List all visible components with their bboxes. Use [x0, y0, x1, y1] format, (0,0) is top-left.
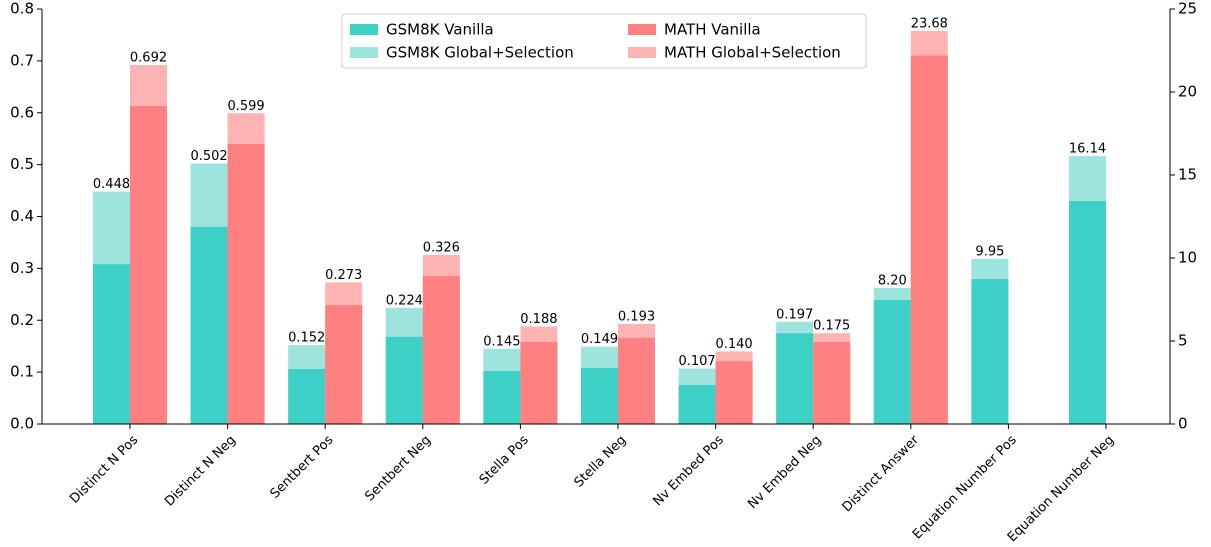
value-label: 0.224	[386, 293, 423, 308]
bar	[910, 55, 948, 424]
bar	[130, 106, 167, 424]
value-label: 0.692	[130, 51, 167, 66]
value-label: 9.95	[975, 244, 1004, 259]
value-label: 0.448	[93, 177, 130, 192]
bar	[971, 279, 1009, 424]
value-label: 0.502	[190, 149, 227, 164]
value-label: 0.152	[288, 331, 325, 346]
legend-swatch	[350, 47, 378, 58]
bar	[483, 371, 521, 424]
legend-label: MATH Vanilla	[664, 21, 761, 39]
bar	[813, 342, 851, 424]
value-label: 16.14	[1069, 142, 1106, 157]
y-tick-label: 0.0	[10, 415, 34, 433]
bar	[325, 305, 363, 424]
y-tick-label: 0.5	[10, 155, 34, 173]
bar	[678, 385, 716, 424]
y-tick-label: 0.6	[10, 103, 34, 121]
y2-tick-label: 0	[1178, 415, 1188, 433]
value-label: 0.107	[678, 354, 715, 369]
legend-swatch	[350, 24, 378, 35]
bar	[1069, 201, 1106, 424]
bar	[385, 336, 423, 424]
bar	[227, 143, 265, 424]
value-label: 23.68	[911, 16, 948, 31]
value-label: 0.140	[715, 337, 752, 352]
value-label: 0.149	[581, 332, 618, 347]
value-label: 0.188	[520, 312, 557, 327]
x-tick-label: Sentbert Pos	[268, 433, 337, 502]
x-tick-label: Distinct Answer	[840, 432, 923, 515]
legend-swatch	[628, 24, 656, 35]
bar	[873, 299, 911, 424]
x-tick-label: Equation Number Pos	[910, 433, 1020, 543]
legend-box	[341, 13, 867, 69]
y-tick-label: 0.1	[10, 363, 34, 381]
y-tick-label: 0.4	[10, 207, 34, 225]
y-tick-label: 0.7	[10, 51, 34, 69]
bar	[715, 361, 753, 424]
value-label: 8.20	[878, 273, 907, 288]
x-tick-label: Stella Neg	[572, 433, 630, 491]
bar	[581, 367, 618, 424]
bar	[288, 369, 326, 424]
legend-label: MATH Global+Selection	[664, 44, 841, 62]
y2-tick-label: 15	[1178, 166, 1197, 184]
x-tick-label: Nv Embed Pos	[650, 433, 727, 510]
legend-label: GSM8K Global+Selection	[386, 44, 574, 62]
x-tick-label: Sentbert Neg	[362, 433, 434, 505]
bar	[190, 226, 228, 424]
bar	[520, 342, 558, 424]
y2-tick-label: 25	[1178, 0, 1197, 18]
value-label: 0.326	[423, 240, 460, 255]
value-label: 0.197	[776, 307, 813, 322]
x-tick-label: Distinct N Neg	[162, 433, 239, 510]
y2-tick-label: 10	[1178, 249, 1197, 267]
y-tick-label: 0.8	[10, 0, 34, 18]
bar	[776, 333, 814, 424]
value-label: 0.599	[227, 99, 264, 114]
bar	[422, 276, 460, 424]
legend: GSM8K Vanilla GSM8K Global+Selection MATH …	[341, 13, 867, 69]
legend-label: GSM8K Vanilla	[386, 21, 494, 39]
x-tick-label: Distinct N Pos	[67, 433, 141, 507]
value-label: 0.145	[483, 334, 520, 349]
bar	[93, 264, 130, 424]
bar	[618, 337, 655, 424]
y2-tick-label: 5	[1178, 332, 1188, 350]
x-tick-label: Nv Embed Neg	[745, 433, 824, 512]
y-tick-label: 0.2	[10, 311, 34, 329]
value-label: 0.273	[325, 268, 362, 283]
x-tick-label: Equation Number Neg	[1005, 433, 1117, 545]
value-label: 0.175	[813, 319, 850, 334]
value-label: 0.193	[618, 309, 655, 324]
legend-swatch	[628, 47, 656, 58]
y-tick-label: 0.3	[10, 259, 34, 277]
y2-tick-label: 20	[1178, 83, 1197, 101]
x-tick-label: Stella Pos	[477, 433, 532, 488]
